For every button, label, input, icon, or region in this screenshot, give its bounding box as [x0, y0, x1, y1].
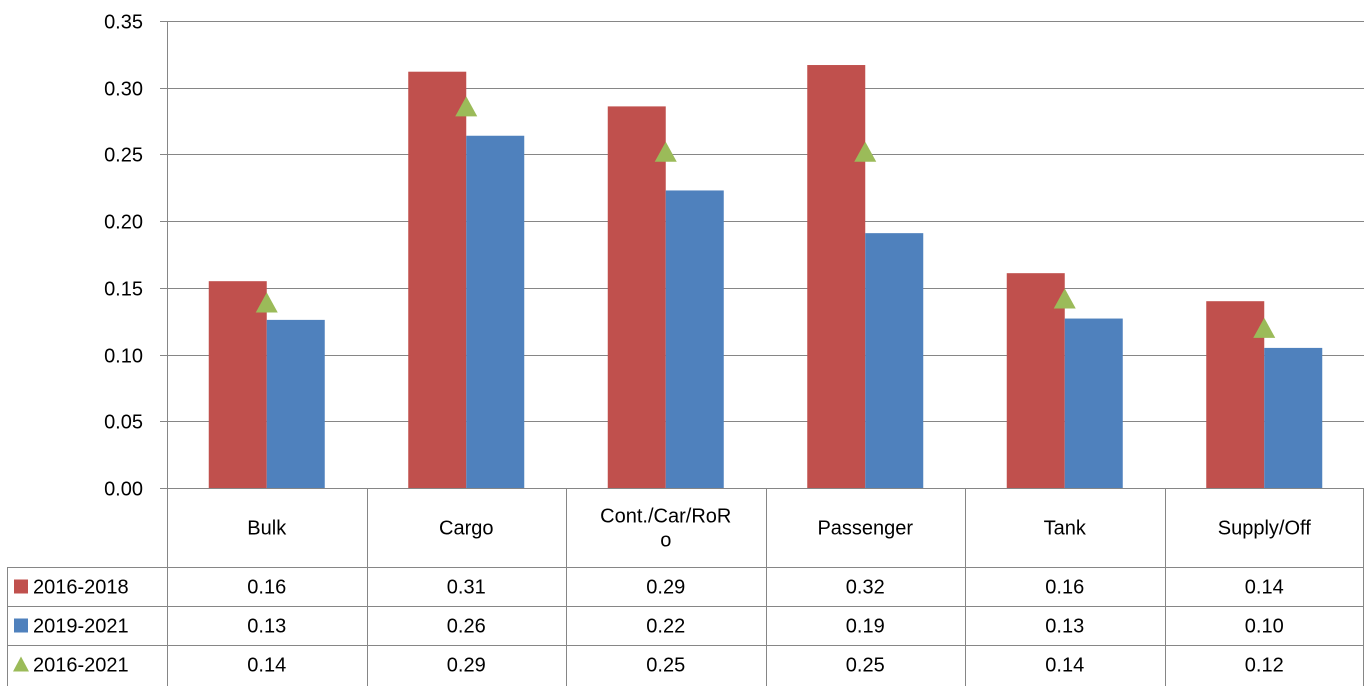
- x-category-label: Cargo: [439, 518, 493, 540]
- bar-2016-2018: [408, 71, 467, 489]
- y-axis-tick-labels: 0.00 0.05 0.10 0.15 0.20 0.25 0.30 0.35: [104, 12, 143, 501]
- y-tick-label: 0.35: [104, 12, 143, 34]
- y-tick-label: 0.00: [104, 479, 143, 501]
- y-tick-label: 0.25: [104, 145, 143, 167]
- table-cell-value: 0.16: [247, 577, 286, 599]
- bars: [208, 65, 1323, 489]
- bar-2016-2018: [807, 65, 866, 488]
- table-cell-value: 0.19: [846, 616, 885, 638]
- table-cell-value: 0.10: [1245, 616, 1284, 638]
- table-cell-value: 0.13: [247, 616, 286, 638]
- table-cell-value: 0.25: [846, 655, 885, 677]
- marker-2016-2021: [255, 292, 278, 313]
- bar-2016-2018: [208, 281, 267, 488]
- bar-2019-2021: [266, 319, 325, 488]
- marker-2016-2021: [455, 96, 478, 117]
- legend-key-2016-2018: [14, 579, 28, 594]
- table-cell-value: 0.16: [1045, 577, 1084, 599]
- table-cell-value: 0.25: [646, 655, 685, 677]
- table-cell-value: 0.29: [646, 577, 685, 599]
- bar-2019-2021: [665, 190, 724, 488]
- x-category-label: o: [660, 530, 671, 552]
- table-cell-value: 0.29: [447, 655, 486, 677]
- bar-2016-2018: [607, 106, 666, 488]
- table-cell-value: 0.14: [247, 655, 286, 677]
- series-name: 2019-2021: [33, 616, 129, 638]
- marker-2016-2021: [1253, 317, 1276, 338]
- marker-2016-2021: [654, 141, 677, 162]
- bar-2016-2018: [1206, 301, 1265, 488]
- marker-2016-2021: [1053, 288, 1076, 309]
- table-cell-value: 0.13: [1045, 616, 1084, 638]
- markers: [255, 96, 1276, 338]
- x-category-label: Cont./Car/RoR: [600, 506, 731, 528]
- gridlines: [160, 21, 1364, 489]
- legend-key-2016-2021: [13, 656, 29, 672]
- y-tick-label: 0.30: [104, 79, 143, 101]
- bar-2019-2021: [466, 135, 525, 488]
- x-category-label: Supply/Off: [1218, 518, 1311, 540]
- bar-2019-2021: [1264, 347, 1323, 488]
- legend-key-2019-2021: [14, 618, 28, 633]
- x-category-label: Passenger: [817, 518, 913, 540]
- marker-2016-2021: [854, 141, 877, 162]
- table-cell-value: 0.22: [646, 616, 685, 638]
- y-tick-label: 0.15: [104, 279, 143, 301]
- table-cell-value: 0.32: [846, 577, 885, 599]
- table-cell-value: 0.12: [1245, 655, 1284, 677]
- y-tick-label: 0.10: [104, 346, 143, 368]
- series-name: 2016-2021: [33, 655, 129, 677]
- x-category-label: Tank: [1044, 518, 1087, 540]
- series-name: 2016-2018: [33, 577, 129, 599]
- bar-2019-2021: [865, 233, 924, 488]
- bar-2016-2018: [1006, 273, 1065, 488]
- table-cell-value: 0.14: [1245, 577, 1284, 599]
- table-cell-value: 0.26: [447, 616, 486, 638]
- bar-2019-2021: [1064, 318, 1123, 488]
- y-tick-label: 0.20: [104, 212, 143, 234]
- x-category-label: Bulk: [247, 518, 287, 540]
- table-cell-value: 0.14: [1045, 655, 1084, 677]
- y-tick-label: 0.05: [104, 412, 143, 434]
- table-cell-value: 0.31: [447, 577, 486, 599]
